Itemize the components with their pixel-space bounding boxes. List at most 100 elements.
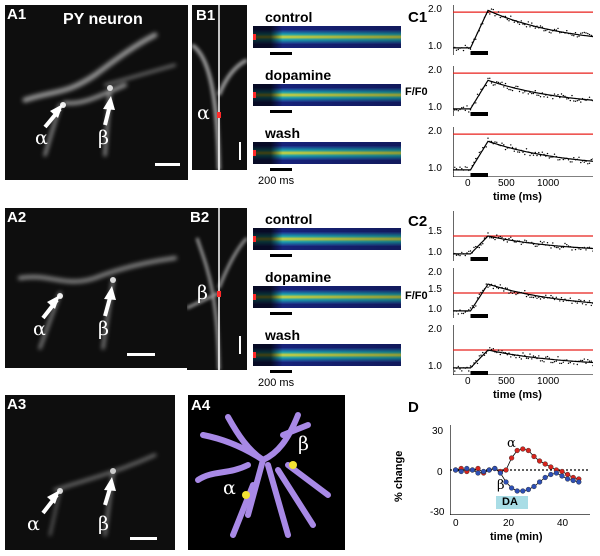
data-point xyxy=(506,18,508,21)
data-point xyxy=(566,98,568,100)
data-point xyxy=(489,347,491,349)
alpha-label-a2: α xyxy=(33,318,46,340)
data-point xyxy=(559,96,561,99)
data-point xyxy=(557,246,559,249)
data-point xyxy=(510,236,512,238)
scale-label-b1: 200 ms xyxy=(258,175,295,187)
data-point xyxy=(557,356,559,358)
data-point xyxy=(557,94,559,96)
data-point xyxy=(510,144,512,146)
beta-label-a4: β xyxy=(298,433,309,455)
data-point xyxy=(524,290,526,292)
data-point xyxy=(539,25,542,27)
trace-plot-c2-control xyxy=(453,211,593,261)
scale-bar-b2 xyxy=(239,336,241,354)
data-point xyxy=(580,32,582,34)
data-point xyxy=(569,361,571,364)
data-point xyxy=(574,32,577,34)
percent-change-plot xyxy=(450,425,590,515)
data-point xyxy=(469,365,472,367)
c1-ytick-top-3: 2.0 xyxy=(428,126,442,137)
data-point xyxy=(475,157,477,160)
data-point xyxy=(464,44,466,47)
data-point xyxy=(475,38,477,40)
data-point xyxy=(497,81,500,84)
data-point xyxy=(552,361,554,364)
data-point xyxy=(581,359,584,362)
c1-ylabel: F/F0 xyxy=(405,86,428,98)
data-point xyxy=(464,254,466,257)
data-point xyxy=(531,22,533,24)
data-point xyxy=(475,305,477,307)
data-point xyxy=(543,241,545,243)
data-point xyxy=(553,361,556,363)
data-point xyxy=(555,296,557,298)
data-point xyxy=(576,363,578,366)
fit-line xyxy=(453,9,593,49)
data-point xyxy=(504,82,507,85)
data-point xyxy=(501,236,503,239)
data-point xyxy=(539,298,542,300)
data-point xyxy=(524,91,526,93)
series-point-beta xyxy=(576,479,582,485)
data-point xyxy=(490,348,493,351)
data-point xyxy=(510,15,512,17)
data-point xyxy=(494,141,496,143)
data-point xyxy=(592,158,593,160)
c1-ytick-bottom-3: 1.0 xyxy=(428,163,442,174)
data-point xyxy=(464,109,466,112)
data-point xyxy=(476,297,479,299)
fit-line xyxy=(453,140,593,171)
series-point-beta xyxy=(559,473,565,479)
roi-marker-b2 xyxy=(217,291,221,297)
data-point xyxy=(468,309,470,311)
data-point xyxy=(539,155,542,157)
data-point xyxy=(559,248,561,250)
c2-ytick-bottom-2: 1.0 xyxy=(428,304,442,315)
data-point xyxy=(468,370,470,372)
c2-ylabel: F/F0 xyxy=(405,290,428,302)
data-point xyxy=(538,355,540,357)
series-point-beta xyxy=(492,465,498,472)
data-point xyxy=(545,294,547,296)
data-point xyxy=(482,243,484,245)
data-point xyxy=(553,153,556,155)
data-point xyxy=(588,300,591,302)
data-point xyxy=(482,351,484,354)
data-point xyxy=(573,157,575,159)
data-point xyxy=(580,161,582,164)
c1-xtick-1000: 1000 xyxy=(537,178,560,189)
data-point xyxy=(576,36,578,38)
data-point xyxy=(501,142,503,144)
beta-label-a2: β xyxy=(98,318,109,340)
data-point xyxy=(508,20,510,22)
data-point xyxy=(462,49,465,52)
data-point xyxy=(524,239,526,241)
data-point xyxy=(506,241,508,243)
data-point xyxy=(485,283,487,285)
panel-label-c1: C1 xyxy=(408,9,428,26)
data-point xyxy=(506,287,508,289)
series-point-alpha xyxy=(508,455,515,461)
beta-label-a1: β xyxy=(98,127,109,149)
condition-label-b1-control: control xyxy=(265,9,313,25)
stimulus-bar xyxy=(470,112,488,116)
stimulus-bar xyxy=(470,173,488,177)
series-point-beta xyxy=(508,485,515,491)
fit-line xyxy=(453,79,593,110)
data-point xyxy=(517,151,519,153)
data-point xyxy=(562,361,564,363)
data-point xyxy=(590,158,592,161)
data-point xyxy=(462,106,465,108)
data-point xyxy=(461,107,463,109)
data-point xyxy=(587,163,589,165)
data-point xyxy=(566,30,568,32)
data-point xyxy=(538,296,540,298)
data-point xyxy=(515,357,517,359)
series-point-alpha xyxy=(525,447,532,454)
data-point xyxy=(527,357,529,360)
data-point xyxy=(457,313,459,315)
c2-ytick-top-2: 2.0 xyxy=(428,267,442,278)
series-point-alpha xyxy=(503,467,509,473)
data-point xyxy=(525,148,528,150)
